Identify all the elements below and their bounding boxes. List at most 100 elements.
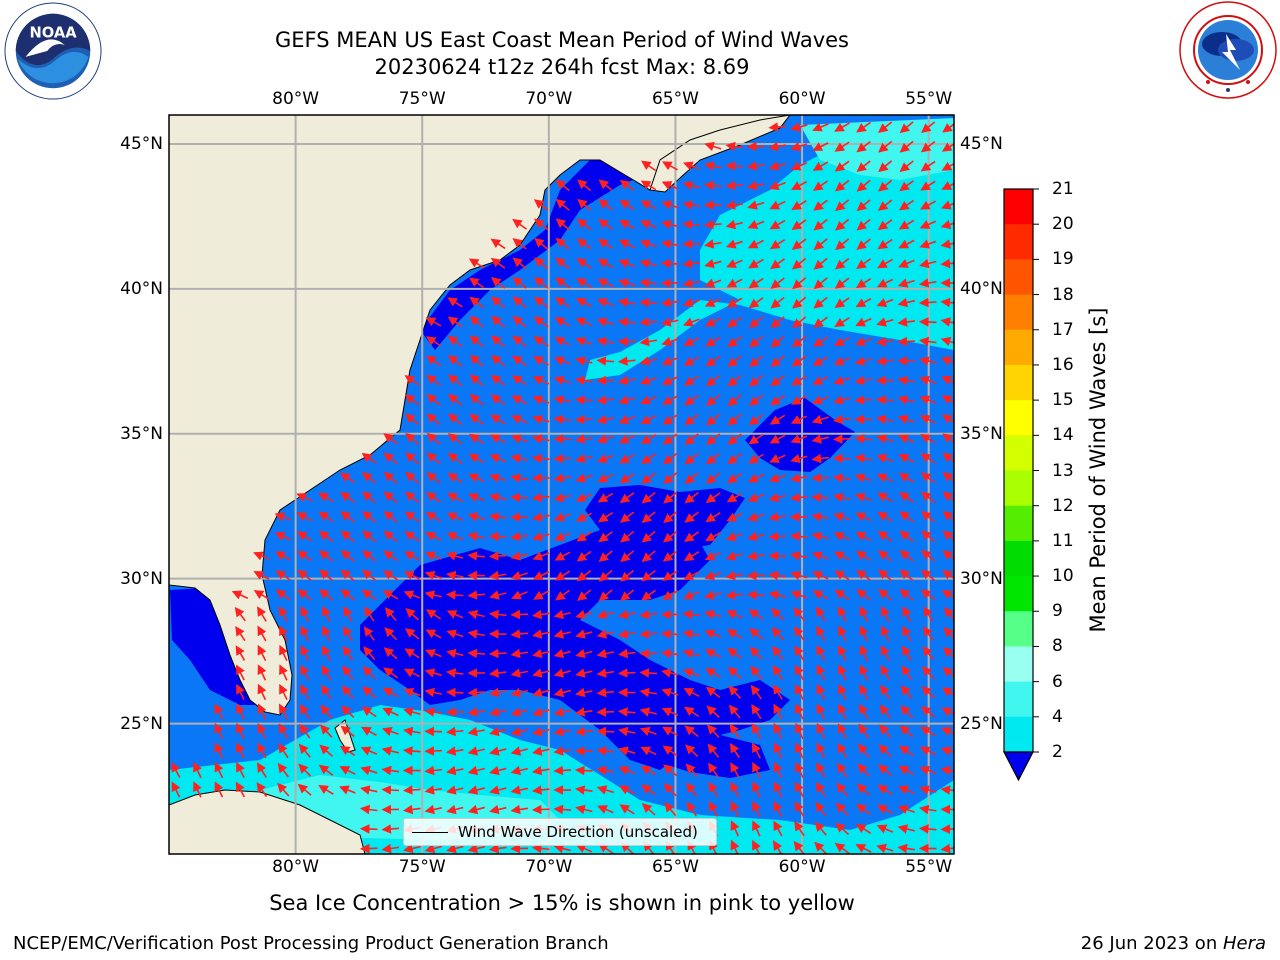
- wave-direction-arrow: [532, 434, 550, 444]
- wave-direction-arrow: [855, 512, 872, 522]
- wave-direction-arrow: [425, 609, 442, 620]
- colorbar-tick-label: 18: [1052, 284, 1074, 305]
- wave-direction-arrow: [299, 723, 311, 739]
- wave-direction-arrow: [790, 570, 808, 581]
- wave-direction-arrow: [771, 626, 784, 641]
- wave-direction-arrow: [834, 337, 850, 346]
- wave-direction-arrow: [383, 550, 398, 562]
- wave-direction-arrow: [876, 434, 894, 444]
- wave-direction-arrow: [620, 530, 635, 543]
- wave-direction-arrow: [617, 356, 636, 366]
- wave-direction-arrow: [811, 551, 829, 561]
- wave-direction-arrow: [641, 589, 656, 601]
- wave-direction-arrow: [598, 199, 613, 211]
- wave-direction-arrow: [921, 686, 935, 699]
- wave-direction-arrow: [876, 414, 894, 425]
- wave-direction-arrow: [575, 687, 593, 698]
- wave-direction-arrow: [619, 492, 635, 504]
- wave-direction-arrow: [555, 237, 570, 250]
- wave-direction-arrow: [639, 239, 657, 249]
- wave-direction-arrow: [467, 629, 486, 639]
- wave-direction-arrow: [300, 684, 310, 700]
- wave-direction-arrow: [663, 491, 678, 504]
- wave-direction-arrow: [576, 277, 592, 288]
- wave-direction-arrow: [899, 180, 914, 192]
- wave-direction-arrow: [467, 531, 485, 542]
- wave-direction-arrow: [704, 161, 722, 171]
- wave-direction-arrow: [727, 433, 742, 445]
- wave-direction-arrow: [489, 590, 507, 600]
- wave-direction-arrow: [640, 765, 657, 776]
- lon-tick-label: 70°W: [525, 89, 573, 109]
- wave-direction-arrow: [921, 549, 936, 562]
- wave-direction-arrow: [553, 765, 572, 776]
- wave-direction-arrow: [553, 375, 571, 386]
- wave-direction-arrow: [641, 550, 656, 563]
- wave-direction-arrow: [727, 374, 742, 387]
- wave-direction-arrow: [855, 278, 872, 289]
- wave-direction-arrow: [404, 511, 420, 523]
- wave-direction-arrow: [856, 258, 871, 270]
- wave-direction-arrow: [425, 317, 442, 327]
- footer-host: Hera: [1222, 933, 1266, 954]
- wave-direction-arrow: [661, 668, 679, 678]
- wave-direction-arrow: [811, 492, 830, 503]
- wave-direction-arrow: [531, 609, 550, 620]
- wave-direction-arrow: [747, 531, 765, 542]
- wave-direction-arrow: [446, 804, 464, 815]
- wave-direction-arrow: [813, 336, 829, 347]
- wave-direction-arrow: [533, 316, 549, 328]
- wave-direction-arrow: [920, 472, 936, 484]
- wave-direction-arrow: [446, 765, 464, 776]
- wave-direction-arrow: [769, 434, 786, 444]
- wave-direction-arrow: [772, 645, 784, 661]
- wave-direction-arrow: [488, 512, 507, 522]
- wave-direction-arrow: [596, 726, 615, 737]
- wave-direction-arrow: [918, 297, 937, 308]
- wave-direction-arrow: [533, 296, 549, 309]
- wave-direction-arrow: [919, 258, 937, 269]
- wave-direction-arrow: [816, 742, 826, 759]
- wave-direction-arrow: [640, 746, 657, 756]
- wave-direction-arrow: [553, 726, 572, 737]
- wave-direction-arrow: [920, 160, 936, 172]
- wave-direction-arrow: [941, 376, 954, 385]
- wave-direction-arrow: [725, 239, 743, 249]
- wave-direction-arrow: [942, 530, 954, 541]
- wave-direction-arrow: [468, 473, 485, 483]
- wave-direction-arrow: [899, 530, 914, 543]
- wave-direction-arrow: [877, 258, 893, 269]
- wave-direction-arrow: [511, 415, 528, 424]
- wave-direction-arrow: [490, 277, 506, 289]
- wave-direction-arrow: [257, 683, 267, 701]
- wave-direction-arrow: [257, 644, 267, 662]
- wave-direction-arrow: [941, 414, 954, 424]
- wave-direction-arrow: [555, 297, 571, 308]
- colorbar-cell: [1004, 259, 1033, 296]
- wave-direction-arrow: [361, 452, 377, 464]
- wave-direction-arrow: [834, 589, 850, 601]
- wave-direction-arrow: [812, 590, 829, 600]
- wave-direction-arrow: [748, 433, 764, 445]
- wave-direction-arrow: [553, 512, 571, 522]
- wave-direction-arrow: [747, 239, 765, 249]
- wave-direction-arrow: [318, 492, 334, 503]
- wave-direction-arrow: [532, 571, 550, 580]
- wave-direction-arrow: [257, 625, 267, 642]
- wave-direction-arrow: [425, 629, 442, 639]
- wave-direction-arrow: [703, 180, 722, 191]
- wave-direction-arrow: [726, 492, 743, 503]
- wave-direction-arrow: [597, 454, 614, 463]
- svg-text:NOAA: NOAA: [29, 24, 77, 41]
- wave-direction-arrow: [748, 316, 764, 328]
- wave-direction-arrow: [641, 491, 656, 504]
- wave-direction-arrow: [531, 453, 550, 464]
- wave-direction-arrow: [661, 687, 679, 698]
- wave-direction-arrow: [597, 278, 614, 288]
- wave-direction-arrow: [836, 762, 848, 778]
- wave-direction-arrow: [749, 355, 764, 368]
- wave-direction-arrow: [730, 800, 740, 818]
- wave-direction-arrow: [726, 629, 743, 639]
- wave-direction-arrow: [446, 531, 464, 542]
- wave-direction-arrow: [661, 239, 679, 249]
